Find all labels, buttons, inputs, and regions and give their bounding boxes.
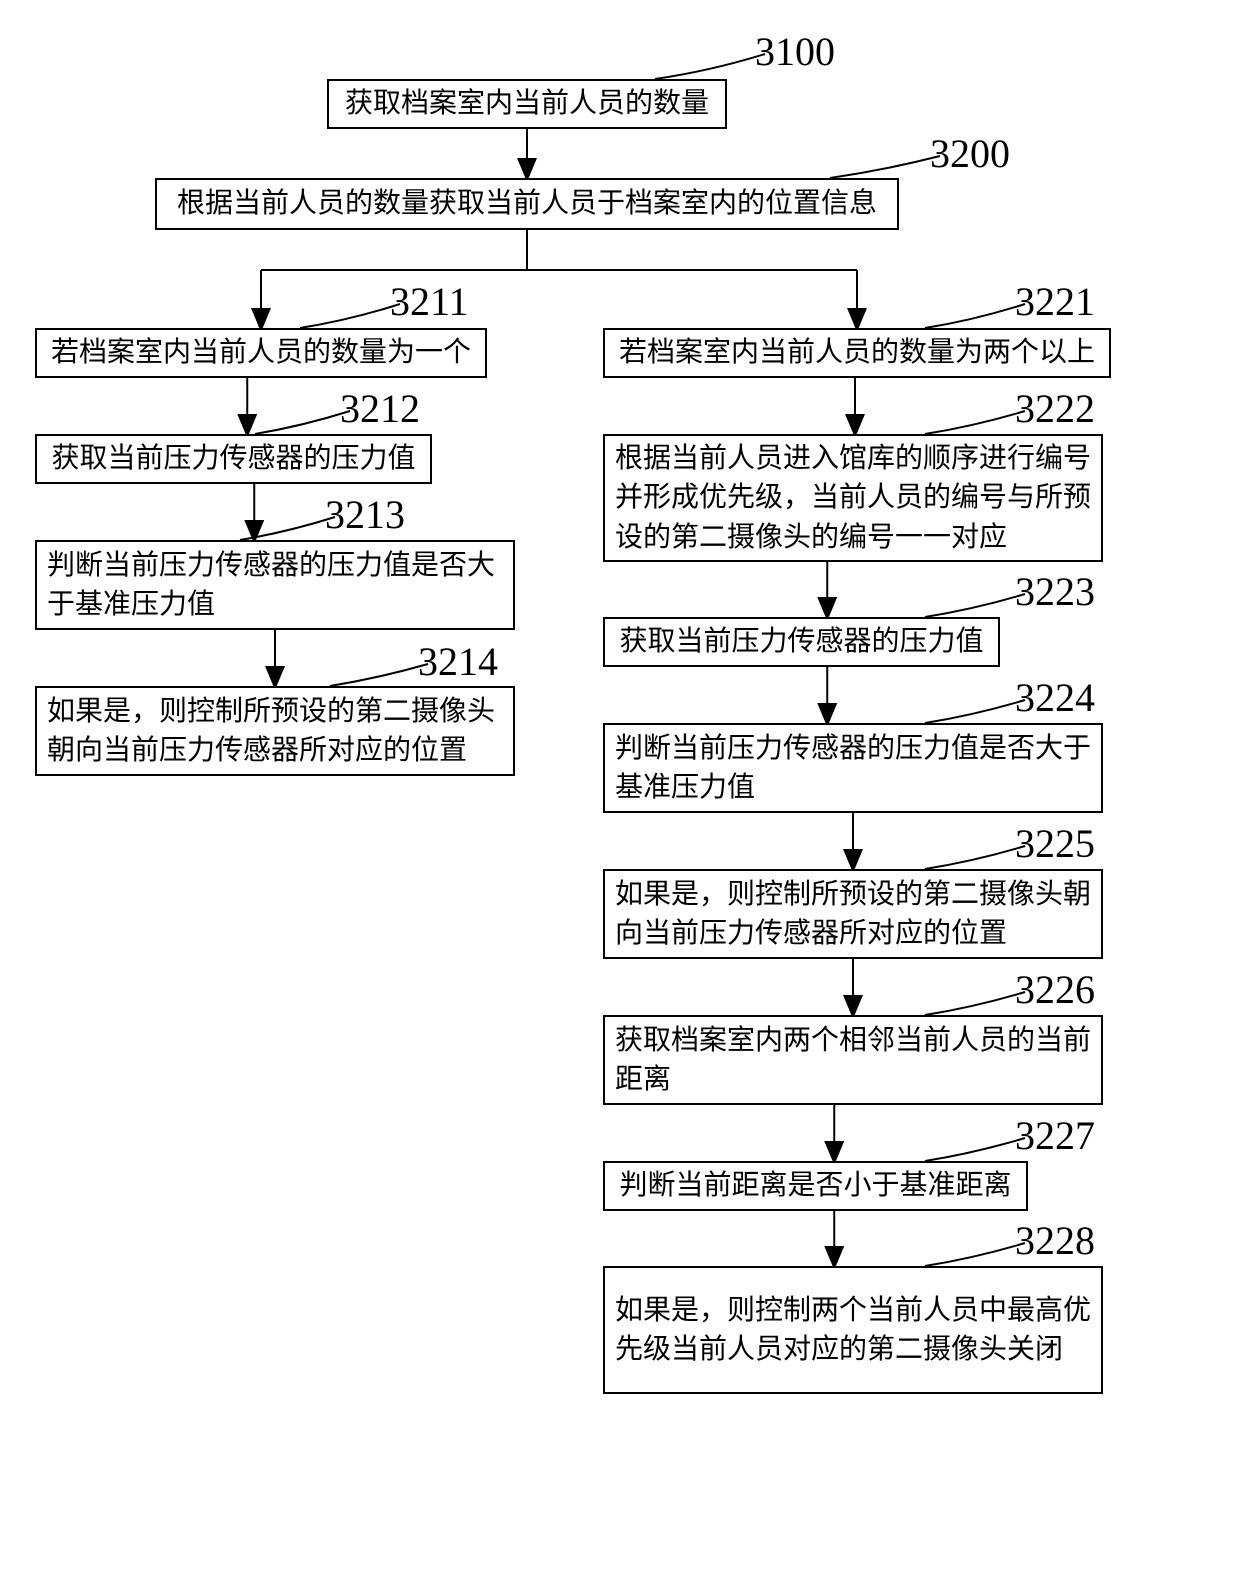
step-label-l3211: 3211 bbox=[390, 278, 469, 325]
flow-node-text: 判断当前距离是否小于基准距离 bbox=[619, 1166, 1011, 1205]
flow-node-text: 若档案室内当前人员的数量为一个 bbox=[51, 333, 471, 372]
flow-node-n3225: 如果是，则控制所预设的第二摄像头朝向当前压力传感器所对应的位置 bbox=[603, 869, 1103, 959]
flow-node-text: 获取当前压力传感器的压力值 bbox=[619, 622, 983, 661]
flow-node-n3221: 若档案室内当前人员的数量为两个以上 bbox=[603, 328, 1111, 378]
flow-node-text: 获取当前压力传感器的压力值 bbox=[51, 439, 415, 478]
flow-node-n3224: 判断当前压力传感器的压力值是否大于基准压力值 bbox=[603, 723, 1103, 813]
step-label-l3223: 3223 bbox=[1015, 568, 1095, 615]
flow-node-text: 如果是，则控制两个当前人员中最高优先级当前人员对应的第二摄像头关闭 bbox=[615, 1291, 1091, 1369]
step-label-l3213: 3213 bbox=[325, 491, 405, 538]
flow-node-n3213: 判断当前压力传感器的压力值是否大于基准压力值 bbox=[35, 540, 515, 630]
flow-node-n3228: 如果是，则控制两个当前人员中最高优先级当前人员对应的第二摄像头关闭 bbox=[603, 1266, 1103, 1394]
step-label-l3222: 3222 bbox=[1015, 385, 1095, 432]
flow-node-n3227: 判断当前距离是否小于基准距离 bbox=[603, 1161, 1028, 1211]
flow-node-n3211: 若档案室内当前人员的数量为一个 bbox=[35, 328, 487, 378]
step-label-l3100: 3100 bbox=[755, 28, 835, 75]
flow-node-text: 如果是，则控制所预设的第二摄像头朝向当前压力传感器所对应的位置 bbox=[615, 875, 1091, 953]
flowchart-canvas: 获取档案室内当前人员的数量根据当前人员的数量获取当前人员于档案室内的位置信息若档… bbox=[0, 0, 1240, 1589]
flow-node-text: 如果是，则控制所预设的第二摄像头朝向当前压力传感器所对应的位置 bbox=[47, 692, 503, 770]
step-label-l3221: 3221 bbox=[1015, 278, 1095, 325]
flow-node-n3214: 如果是，则控制所预设的第二摄像头朝向当前压力传感器所对应的位置 bbox=[35, 686, 515, 776]
flow-node-n3226: 获取档案室内两个相邻当前人员的当前距离 bbox=[603, 1015, 1103, 1105]
step-label-l3227: 3227 bbox=[1015, 1112, 1095, 1159]
step-label-l3226: 3226 bbox=[1015, 966, 1095, 1013]
flow-node-n3100: 获取档案室内当前人员的数量 bbox=[327, 79, 727, 129]
flow-node-n3223: 获取当前压力传感器的压力值 bbox=[603, 617, 1000, 667]
flow-node-text: 判断当前压力传感器的压力值是否大于基准压力值 bbox=[47, 546, 503, 624]
flow-node-text: 根据当前人员进入馆库的顺序进行编号并形成优先级，当前人员的编号与所预设的第二摄像… bbox=[615, 439, 1091, 557]
step-label-l3224: 3224 bbox=[1015, 674, 1095, 721]
flow-node-n3222: 根据当前人员进入馆库的顺序进行编号并形成优先级，当前人员的编号与所预设的第二摄像… bbox=[603, 434, 1103, 562]
flow-node-n3200: 根据当前人员的数量获取当前人员于档案室内的位置信息 bbox=[155, 178, 899, 230]
flow-node-text: 判断当前压力传感器的压力值是否大于基准压力值 bbox=[615, 729, 1091, 807]
flow-node-n3212: 获取当前压力传感器的压力值 bbox=[35, 434, 432, 484]
step-label-l3200: 3200 bbox=[930, 130, 1010, 177]
flow-node-text: 根据当前人员的数量获取当前人员于档案室内的位置信息 bbox=[177, 184, 877, 223]
step-label-l3212: 3212 bbox=[340, 385, 420, 432]
step-label-l3228: 3228 bbox=[1015, 1217, 1095, 1264]
flow-node-text: 获取档案室内当前人员的数量 bbox=[345, 84, 709, 123]
step-label-l3225: 3225 bbox=[1015, 820, 1095, 867]
step-label-l3214: 3214 bbox=[418, 638, 498, 685]
flow-node-text: 获取档案室内两个相邻当前人员的当前距离 bbox=[615, 1021, 1091, 1099]
flow-node-text: 若档案室内当前人员的数量为两个以上 bbox=[619, 333, 1095, 372]
